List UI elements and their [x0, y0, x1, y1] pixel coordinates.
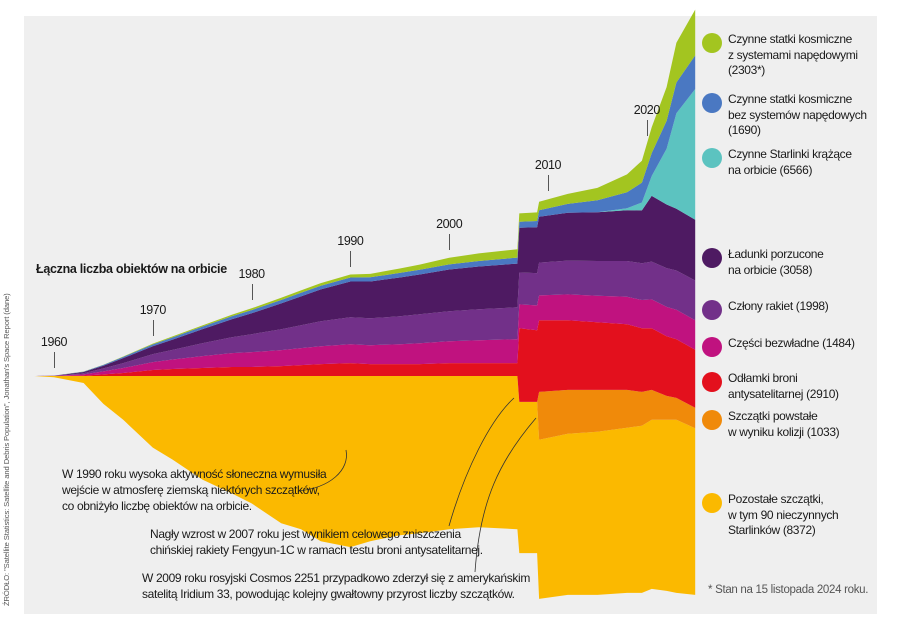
- year-tick-2010: [548, 175, 549, 192]
- year-tick-1960: [54, 351, 55, 368]
- legend-label: Czynne statki kosmiczne bez systemów nap…: [728, 92, 867, 137]
- area-rocket-stages: [34, 260, 696, 376]
- legend-label: Czynne statki kosmiczne z systemami napę…: [728, 32, 858, 77]
- legend-swatch-icon: [702, 410, 722, 430]
- leader-solar: [297, 449, 347, 492]
- year-label-2000: 2000: [436, 216, 463, 231]
- year-label-2020: 2020: [633, 102, 661, 117]
- legend-swatch-icon: [702, 372, 722, 392]
- area-asat-debris: [34, 320, 696, 408]
- legend-swatch-icon: [702, 33, 722, 53]
- annotation-cosmos: W 2009 roku rosyjski Cosmos 2251 przypad…: [142, 571, 530, 601]
- legend-label: Człony rakiet (1998): [728, 299, 829, 313]
- legend-swatch-icon: [702, 493, 722, 513]
- legend-swatch-icon: [702, 248, 722, 268]
- area-collision-debris: [34, 376, 696, 440]
- legend-swatch-icon: [702, 148, 722, 168]
- year-tick-1970: [152, 319, 154, 336]
- footnote: * Stan na 15 listopada 2024 roku.: [708, 584, 869, 596]
- annotation-fengyun: Nagły wzrost w 2007 roku jest wynikiem c…: [150, 527, 483, 557]
- year-label-1990: 1990: [337, 233, 364, 248]
- annotation-leader-lines: [297, 397, 537, 573]
- legend-swatch-icon: [702, 300, 722, 320]
- year-tick-1990: [350, 250, 352, 267]
- year-tick-1980: [251, 284, 253, 301]
- legend-label: Czynne Starlinki krążące na orbicie (656…: [728, 147, 852, 177]
- year-label-2010: 2010: [534, 158, 562, 173]
- legend-label: Części bezwładne (1484): [728, 336, 855, 350]
- chart-title: Łączna liczba obiektów na orbicie: [36, 262, 227, 276]
- legend-label: Szczątki powstałe w wyniku kolizji (1033…: [728, 409, 840, 439]
- legend-swatch-icon: [702, 93, 722, 113]
- leader-cosmos: [474, 417, 537, 573]
- legend-label: Pozostałe szczątki, w tym 90 nieczynnych…: [728, 492, 839, 537]
- year-tick-2020: [646, 119, 648, 136]
- annotation-solar: W 1990 roku wysoka aktywność słoneczna w…: [62, 467, 327, 513]
- year-label-1980: 1980: [238, 267, 265, 282]
- area-other-debris: [34, 376, 696, 599]
- area-inert-parts: [34, 294, 696, 376]
- legend-label: Ładunki porzucone na orbicie (3058): [728, 247, 824, 277]
- area-abandoned-payloads: [34, 195, 696, 376]
- legend-swatch-icon: [702, 337, 722, 357]
- legend-label: Odłamki broni antysatelitarnej (2910): [728, 371, 839, 401]
- area-layers: [34, 9, 696, 599]
- leader-fengyun: [448, 397, 515, 527]
- year-label-1970: 1970: [139, 302, 167, 317]
- year-label-1960: 1960: [40, 334, 68, 349]
- year-tick-2000: [449, 233, 451, 250]
